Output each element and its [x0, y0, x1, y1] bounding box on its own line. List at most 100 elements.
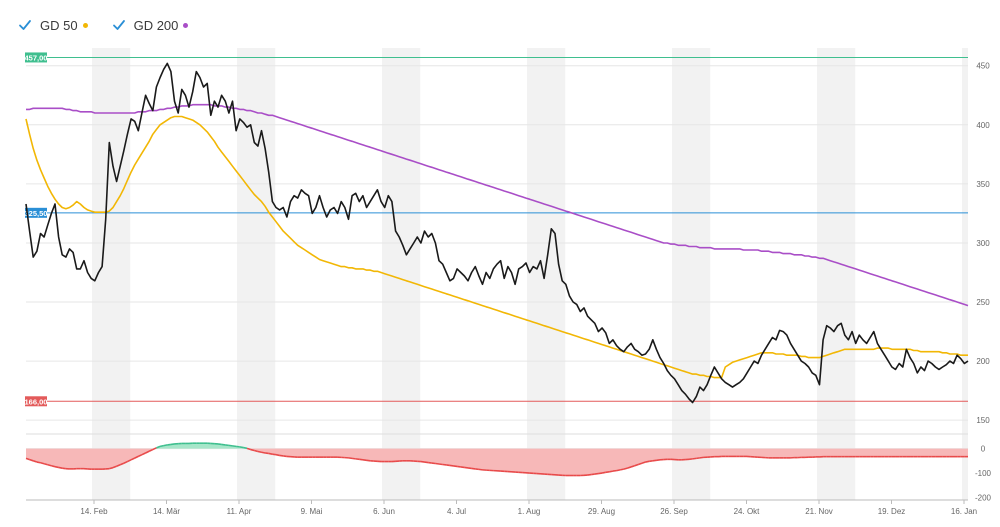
background-bands: [92, 48, 968, 500]
x-tick-label: 14. Feb: [80, 507, 108, 516]
reference-label: 166,00: [25, 397, 48, 406]
oscillator-segment: [32, 460, 38, 463]
oscillator-segment: [638, 462, 643, 466]
oscillator-segment: [645, 460, 650, 463]
oscillator-segment: [148, 448, 154, 452]
oscillator-segment: [25, 457, 30, 461]
legend-item-gd200[interactable]: GD 200: [112, 18, 189, 33]
series-lines: [25, 62, 969, 404]
x-tick-label: 19. Dez: [878, 507, 906, 516]
x-axis: 14. Feb 14. Mär 11. Apr 9. Mai 6. Jun 4. Jul 1…: [80, 500, 977, 516]
oscillator-segment: [254, 449, 259, 453]
reference-label-box: [25, 396, 47, 407]
oscillator-segment: [239, 446, 244, 449]
oscillator-segment: [152, 447, 157, 451]
x-tick-label: 4. Jul: [447, 507, 466, 516]
oscillator-segment: [609, 470, 614, 473]
oscillator-segment: [47, 463, 52, 467]
oscillator-segment: [163, 444, 168, 447]
oscillator-segment: [112, 465, 117, 469]
band: [672, 48, 711, 500]
y-tick-label: 300: [976, 239, 990, 248]
y-tick-label: 450: [976, 62, 990, 71]
reference-label-box: [25, 52, 47, 63]
y-tick-label: 400: [976, 121, 990, 130]
y-tick-label: 350: [976, 180, 990, 189]
band: [527, 48, 566, 500]
oscillator-segment: [634, 463, 639, 467]
checkmark-icon[interactable]: [112, 18, 126, 32]
x-tick-label: 16. Jan: [951, 507, 977, 516]
oscillator-segment: [51, 464, 56, 468]
x-tick-label: 1. Aug: [518, 507, 541, 516]
oscillator-segment: [620, 468, 624, 471]
legend-label-gd200: GD 200: [133, 17, 179, 33]
legend-item-gd50[interactable]: GD 50: [18, 18, 88, 33]
oscillator-segment: [54, 465, 59, 469]
oscillator-segment: [134, 455, 139, 459]
x-tick-label: 11. Apr: [227, 507, 252, 516]
legend-dot-gd50: [82, 22, 88, 28]
oscillator-segment: [58, 466, 63, 469]
band: [382, 48, 421, 500]
band: [962, 48, 968, 500]
y-tick-label: -100: [975, 469, 992, 478]
oscillator-segment: [261, 451, 266, 454]
oscillator-segment: [257, 450, 262, 454]
oscillator-segment: [119, 462, 125, 466]
oscillator-segment: [243, 446, 248, 450]
x-tick-label: 26. Sep: [660, 507, 688, 516]
oscillator-segment: [29, 458, 34, 462]
oscillator-segment: [159, 444, 164, 448]
x-tick-label: 21. Nov: [805, 507, 833, 516]
x-tick-label: 9. Mai: [301, 507, 323, 516]
oscillator-segment: [246, 447, 251, 451]
oscillator-negative-area: [26, 448, 968, 476]
gd200-line: [26, 103, 969, 307]
oscillator-segment: [137, 453, 143, 458]
reference-label: 457,00: [25, 53, 48, 62]
oscillator-segment: [40, 462, 45, 465]
band: [817, 48, 856, 500]
oscillator-segment: [109, 466, 114, 470]
y-tick-label: 0: [981, 445, 986, 454]
x-tick-label: 14. Mär: [153, 507, 180, 516]
oscillator-segment: [250, 448, 255, 452]
legend-dot-gd200: [183, 22, 189, 28]
y-tick-label: 250: [976, 298, 990, 307]
legend-label-gd50: GD 50: [40, 17, 78, 33]
price-line: [25, 62, 969, 404]
oscillator-segment: [36, 461, 41, 464]
oscillator-segment: [627, 466, 632, 469]
checkmark-icon[interactable]: [18, 18, 32, 32]
y-axis: 150 200 250 300 350 400 450 0 -100 -200: [975, 62, 992, 503]
gd50-line: [25, 115, 968, 379]
oscillator-segment: [616, 469, 621, 472]
reference-lines: 457,00 325,50 166,00: [25, 52, 968, 407]
legend: GD 50 GD 200: [18, 14, 212, 36]
oscillator-segment: [630, 464, 635, 468]
reference-label-box: [25, 207, 47, 218]
oscillator-segment: [141, 452, 146, 456]
oscillator-segment: [130, 457, 136, 461]
y-tick-label: -200: [975, 494, 992, 503]
x-tick-label: 29. Aug: [588, 507, 615, 516]
oscillator-segment: [43, 462, 48, 466]
oscillator-positive-area: [26, 443, 968, 449]
x-tick-label: 6. Jun: [373, 507, 395, 516]
oscillator-panel: [25, 442, 968, 477]
oscillator-segment: [123, 460, 128, 464]
oscillator-segment: [268, 452, 273, 455]
oscillator-segment: [116, 463, 121, 467]
oscillator-segment: [275, 453, 280, 457]
oscillator-segment: [127, 459, 132, 463]
oscillator-segment: [145, 450, 150, 454]
y-tick-label: 200: [976, 357, 990, 366]
oscillator-segment: [601, 471, 606, 474]
oscillator-segment: [623, 467, 628, 470]
oscillator-segment: [641, 461, 646, 465]
y-tick-label: 150: [976, 416, 990, 425]
oscillator-segment: [156, 445, 161, 449]
x-tick-label: 24. Okt: [734, 507, 761, 516]
